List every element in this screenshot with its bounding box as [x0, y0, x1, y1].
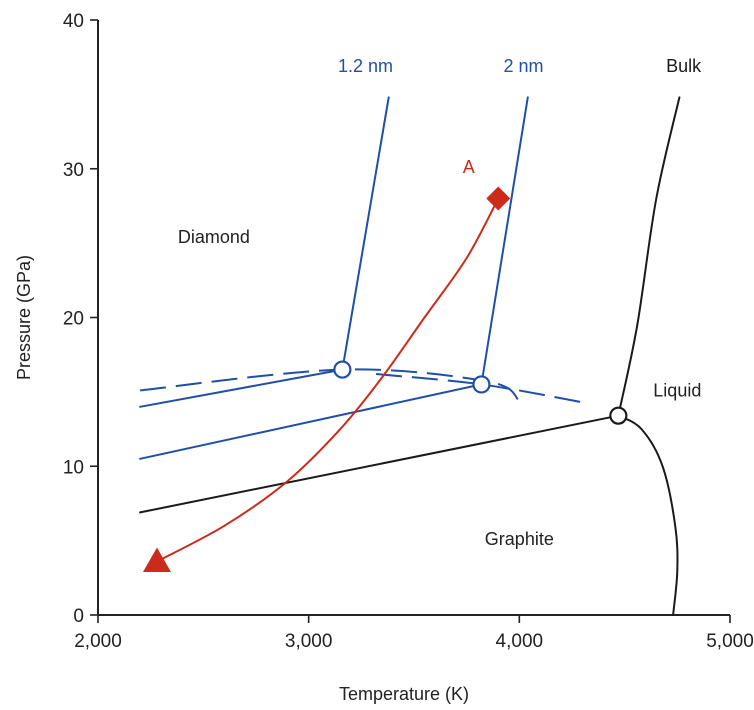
y-tick-label: 20	[63, 309, 84, 330]
region-label-diamond: Diamond	[178, 227, 250, 247]
series-1-2-nm-dashed-line	[139, 368, 520, 402]
series-1-2-nm-point	[333, 360, 352, 379]
series-2-nm-line	[480, 96, 529, 386]
x-tick-label: 5,000	[706, 631, 754, 652]
series-1-2-nm-label: 1.2 nm	[338, 56, 393, 76]
series-1-2-nm-line	[139, 368, 344, 408]
y-tick-label: 0	[73, 606, 84, 627]
series-bulk-line	[617, 414, 679, 616]
series-a-label: A	[463, 157, 475, 177]
x-tick-label: 4,000	[496, 631, 544, 652]
x-axis-title: Temperature (K)	[339, 684, 469, 704]
y-axis-title: Pressure (GPa)	[14, 255, 34, 380]
chart-labels: 2,000 3,000 4,000 5,000 0 10 20 30 40 Temperature…	[14, 11, 754, 704]
y-tick-label: 30	[63, 160, 84, 181]
x-tick-label: 3,000	[285, 631, 333, 652]
series-bulk-line	[139, 414, 620, 514]
series-markers	[142, 186, 628, 572]
series-bulk-label: Bulk	[666, 56, 702, 76]
axes	[90, 19, 731, 623]
series-2-nm-point	[472, 375, 491, 394]
series-lines	[139, 96, 681, 616]
series-2-nm-dashed-line	[375, 373, 583, 404]
series-bulk-line	[617, 96, 681, 417]
series-a-diamond-marker	[486, 186, 511, 211]
series-2-nm-label: 2 nm	[504, 56, 544, 76]
series-a-line	[156, 197, 500, 563]
region-label-liquid: Liquid	[653, 380, 701, 400]
y-tick-label: 40	[63, 11, 84, 32]
series-bulk-point	[609, 406, 628, 425]
series-a-triangle-marker	[142, 547, 171, 572]
region-label-graphite: Graphite	[485, 529, 554, 549]
x-tick-label: 2,000	[74, 631, 122, 652]
series-2-nm-line	[139, 383, 483, 460]
y-tick-label: 10	[63, 457, 84, 478]
series-1-2-nm-line	[341, 96, 390, 371]
